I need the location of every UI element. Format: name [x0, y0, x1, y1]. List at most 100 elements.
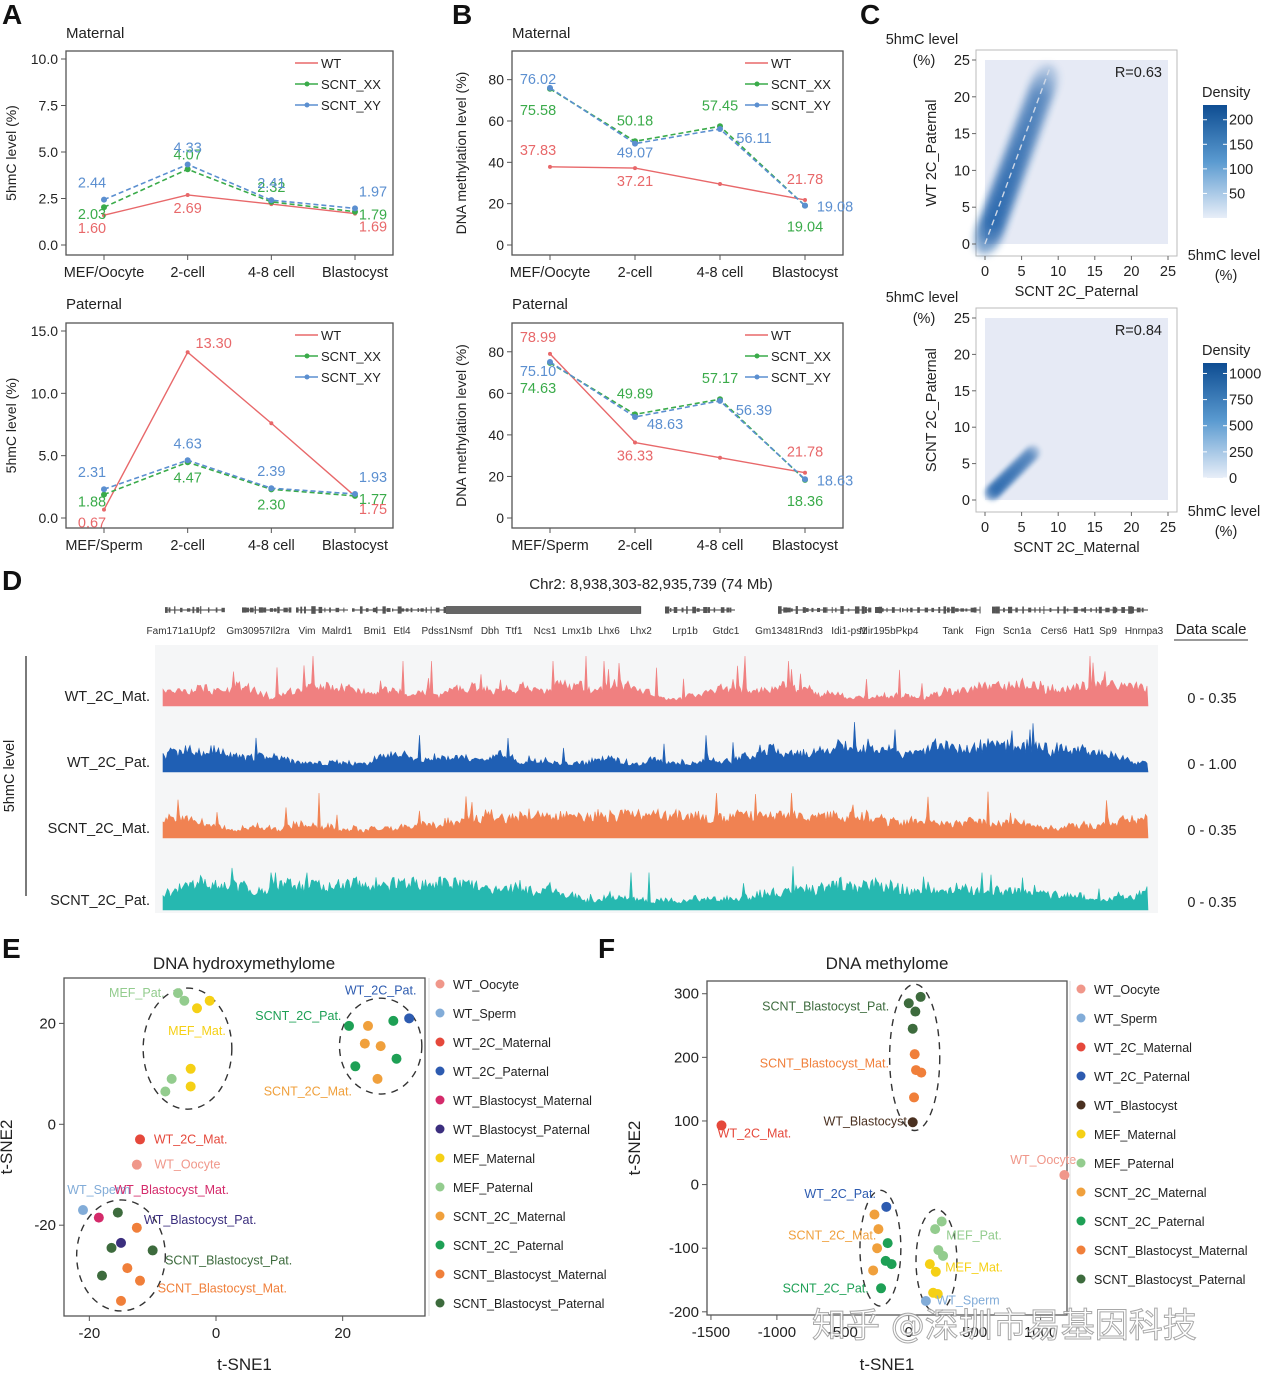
scatter-point — [930, 1266, 941, 1277]
gene-exon — [372, 607, 377, 613]
x-tick-label: 0 — [981, 520, 989, 536]
x-tick-label: 20 — [1123, 520, 1139, 536]
scatter-point — [344, 1020, 354, 1031]
x-tick-label: 10 — [1050, 520, 1066, 536]
track-scale: 0 - 1.00 — [1187, 757, 1236, 773]
gene-exon — [1115, 607, 1118, 613]
gene-exon — [924, 607, 929, 613]
legend-marker — [1076, 1245, 1086, 1255]
coverage-track — [162, 721, 1149, 773]
gene-exon — [249, 607, 254, 613]
scatter-point — [166, 1073, 177, 1084]
gene-label: Idi1-ps1 — [831, 626, 867, 637]
gene-exon — [1003, 607, 1005, 613]
gene-exon — [1141, 607, 1144, 613]
plot-title: DNA methylome — [826, 954, 949, 973]
data-scale-header: Data scale — [1176, 621, 1247, 638]
scatter-point — [404, 1013, 415, 1024]
gene-label: Bmi1 — [364, 626, 387, 637]
gene-exon — [359, 606, 363, 614]
x-tick-label: 20 — [1123, 264, 1139, 280]
track-label: SCNT_2C_Mat. — [48, 821, 150, 837]
data-point — [352, 205, 358, 212]
line-chart-b-maternal: Maternal DNA methylation level (%) 0 20 40 60… — [453, 25, 853, 281]
legend-label: SCNT_XX — [771, 349, 831, 364]
x-axis-label: t-SNE1 — [860, 1355, 915, 1373]
gene-exon — [311, 606, 316, 614]
gene-exon — [296, 607, 299, 613]
scatter-point — [868, 1265, 879, 1276]
data-point — [548, 164, 552, 169]
data-label: 2.30 — [257, 497, 285, 513]
gene-exon — [392, 608, 394, 612]
scatter-point — [881, 1201, 892, 1212]
gene-exon — [692, 606, 697, 614]
gene-exon — [1136, 607, 1141, 613]
colorbar-tick-label: 0 — [1229, 471, 1237, 487]
legend-label: SCNT_Blastocyst_Paternal — [453, 1297, 604, 1311]
scatter-point — [876, 1283, 887, 1294]
data-point — [633, 440, 637, 445]
series-line-wt — [549, 166, 806, 201]
gene-exon — [1084, 607, 1087, 613]
x-tick-label: -1000 — [758, 1324, 796, 1341]
legend-label: WT_2C_Maternal — [453, 1036, 551, 1050]
data-label: 74.63 — [520, 381, 556, 397]
gene-exon — [254, 606, 256, 614]
fit-line — [984, 64, 1052, 245]
tsne-plot-f: DNA methylome-1500 -1000 -500 0 500 1000-200-… — [625, 954, 1248, 1373]
y-axis-label: SCNT 2C_Paternal — [924, 348, 940, 472]
gene-exon — [729, 607, 732, 613]
y-axis-label: t-SNE2 — [0, 1120, 16, 1175]
gene-exon — [861, 606, 865, 614]
data-label: 75.58 — [520, 103, 556, 119]
gene-exon — [965, 608, 968, 612]
track-scale: 0 - 0.35 — [1187, 691, 1236, 707]
legend-label: WT_Blastocyst_Maternal — [453, 1094, 592, 1108]
gene-exon — [1095, 607, 1098, 613]
gene-exon — [207, 607, 210, 613]
y-tick-label: -100 — [669, 1240, 699, 1257]
gene-exon — [420, 608, 424, 612]
gene-exon — [995, 606, 1000, 614]
series-line-scnt-xx — [103, 461, 356, 497]
legend-marker — [304, 102, 310, 108]
point-annotation: MEF_Mat. — [168, 1024, 226, 1038]
correlation-label: R=0.63 — [1115, 65, 1162, 81]
gene-exon — [273, 608, 277, 612]
point-annotation: SCNT_Blastocyst_Mat. — [760, 1057, 889, 1071]
data-point — [268, 485, 275, 492]
scatter-point — [873, 1224, 884, 1235]
plot-frame — [511, 322, 844, 529]
y-tick-label: 60 — [488, 385, 504, 401]
gene-exon — [960, 608, 965, 612]
data-point — [547, 358, 553, 365]
y-tick-label: 25 — [954, 53, 970, 69]
y-tick-label: 20 — [39, 1015, 56, 1032]
series-line-scnt-xy — [549, 87, 806, 207]
data-point — [101, 196, 107, 203]
data-label: 56.11 — [736, 131, 771, 147]
point-annotation: SCNT_Blastocyst_Pat. — [762, 999, 889, 1013]
legend-label: SCNT_XY — [771, 98, 831, 113]
y-tick-label: 0 — [496, 237, 504, 253]
data-point — [717, 126, 723, 133]
x-axis-label: SCNT 2C_Paternal — [1015, 284, 1139, 300]
cluster-ellipse — [142, 987, 233, 1110]
gene-exon — [686, 606, 688, 614]
gene-exon — [835, 607, 837, 613]
data-point — [185, 192, 190, 197]
data-label: 1.60 — [78, 221, 106, 237]
gene-exon — [665, 606, 670, 614]
gene-label: Gm30957Il2ra — [226, 626, 290, 637]
scatter-point — [886, 1259, 897, 1270]
scatter-point — [363, 1020, 373, 1031]
gene-exon — [1098, 606, 1102, 614]
panel-letter-e: E — [2, 933, 21, 964]
x-tick-label: Blastocyst — [772, 265, 838, 281]
data-label: 18.36 — [787, 494, 823, 510]
x-unit-label: 5hmC level — [1188, 504, 1261, 520]
data-label: 18.63 — [817, 473, 853, 489]
scatter-point — [160, 1086, 171, 1097]
